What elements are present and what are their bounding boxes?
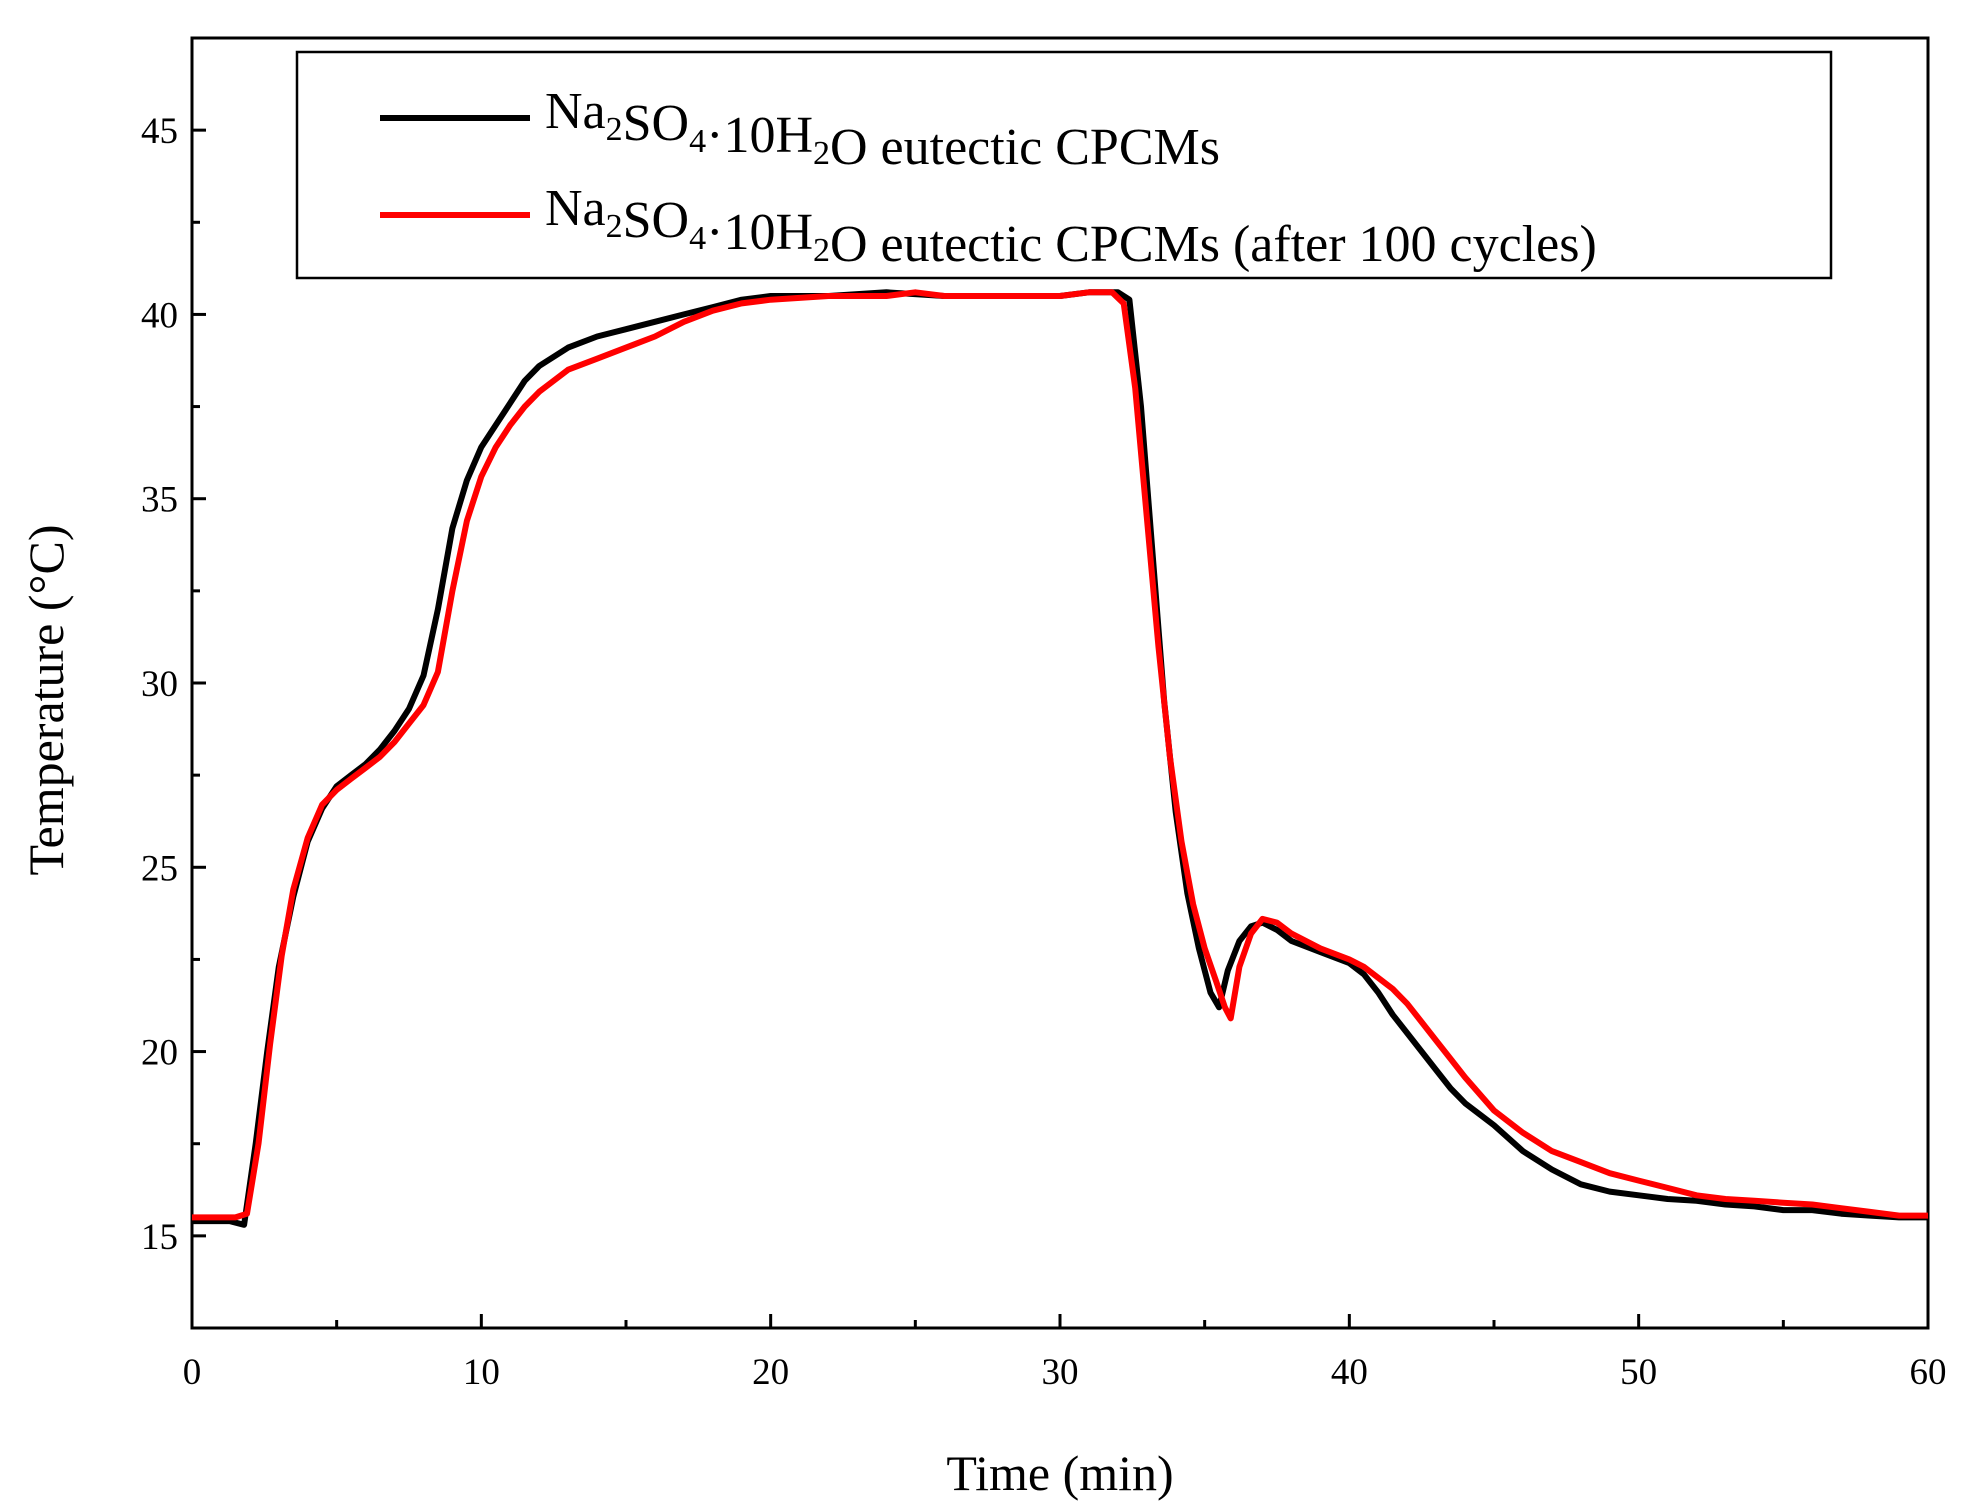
y-tick-label: 35: [141, 480, 178, 521]
y-tick-label: 15: [141, 1217, 178, 1258]
y-tick-label: 45: [141, 111, 178, 152]
series-layer: [192, 289, 1928, 1228]
x-tick-label: 10: [463, 1352, 500, 1393]
legend-label-2: Na2SO4·10H2O eutectic CPCMs (after 100 c…: [545, 180, 1597, 273]
series-line-2: [192, 289, 1928, 1221]
x-tick-label: 50: [1620, 1352, 1657, 1393]
y-axis-title: Temperature (°C): [18, 524, 74, 875]
legend-label-1: Na2SO4·10H2O eutectic CPCMs: [545, 83, 1220, 176]
x-tick-label: 60: [1910, 1352, 1947, 1393]
legend: Na2SO4·10H2O eutectic CPCMsNa2SO4·10H2O …: [295, 50, 1833, 280]
x-tick-label: 30: [1042, 1352, 1079, 1393]
y-axis: 15 20 25 30 35 40 45: [141, 36, 206, 1330]
y-tick-label: 25: [141, 848, 178, 889]
x-axis-title: Time (min): [946, 1445, 1173, 1501]
x-tick-label: 40: [1331, 1352, 1368, 1393]
x-axis: 0 10 20 30 40 50 60: [183, 1314, 1947, 1393]
y-tick-label: 20: [141, 1033, 178, 1074]
x-tick-label: 20: [752, 1352, 789, 1393]
series-line-1: [192, 289, 1928, 1228]
x-tick-label: 0: [183, 1352, 202, 1393]
y-tick-label: 30: [141, 664, 178, 705]
legend-box: [295, 50, 1833, 280]
y-tick-label: 40: [141, 295, 178, 336]
